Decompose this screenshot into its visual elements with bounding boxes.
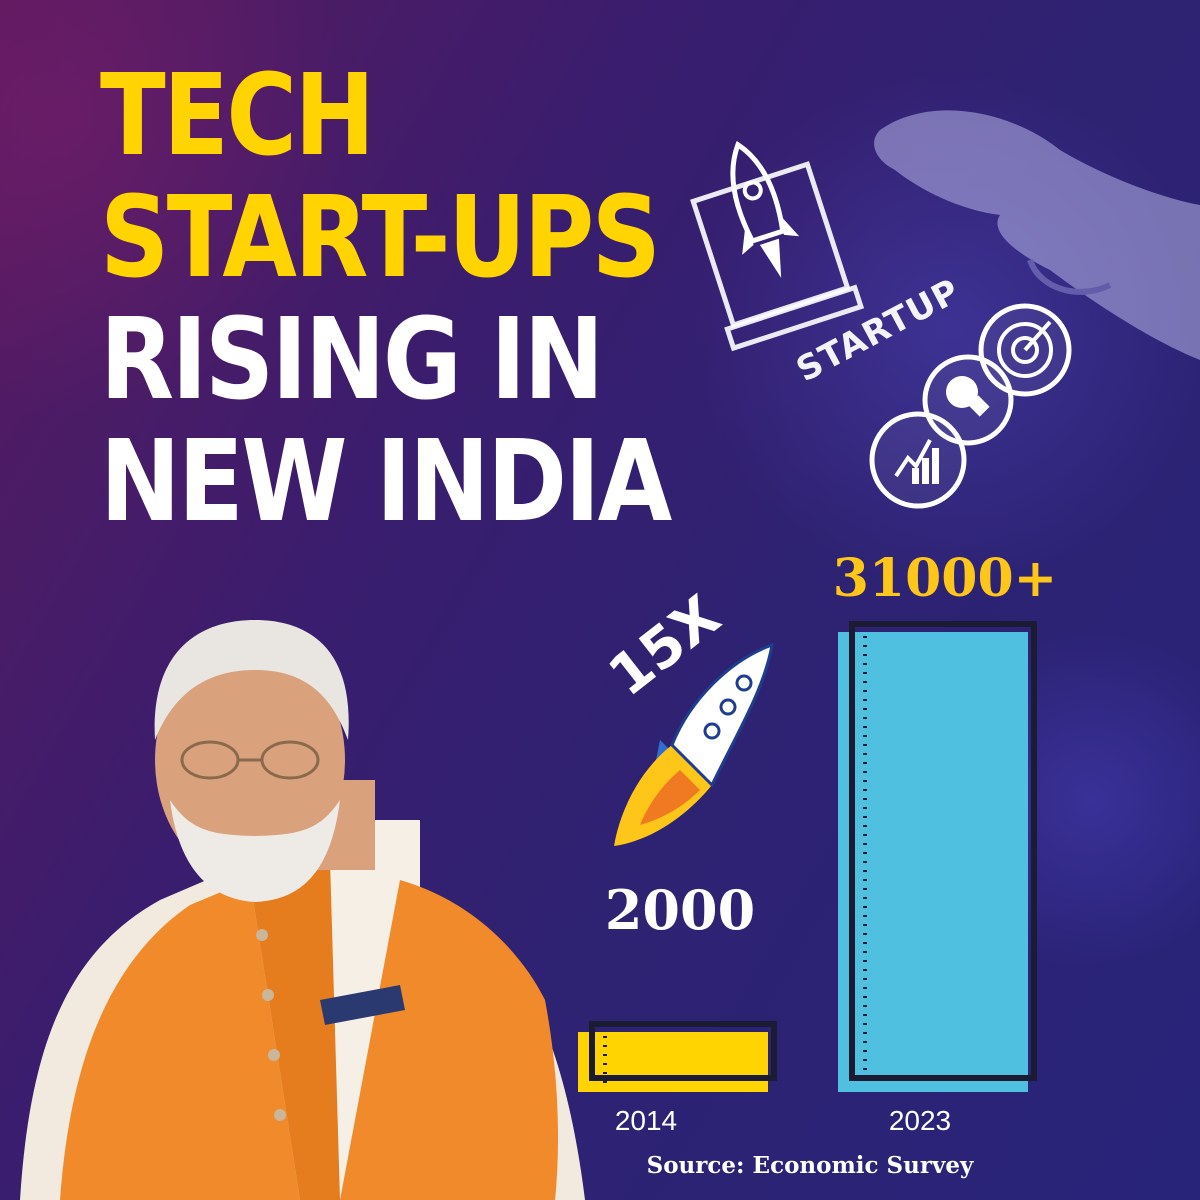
headline-line-1: TECH xyxy=(100,51,375,181)
hand-icon xyxy=(874,110,1200,360)
x-tick-2014: 2014 xyxy=(614,1105,678,1136)
headline-line-2: START-UPS xyxy=(100,173,661,303)
person-photo xyxy=(20,620,585,1200)
x-tick-2023: 2023 xyxy=(888,1105,952,1136)
source-note: Source: Economic Survey xyxy=(646,1152,974,1179)
data-label-2023: 31000+ xyxy=(832,548,1058,609)
rocket-icon xyxy=(614,642,774,846)
rocket-laptop-icon xyxy=(690,140,865,352)
data-label-2014: 2000 xyxy=(604,878,756,942)
bar-2023 xyxy=(838,632,1028,1092)
growth-chart-icon xyxy=(869,411,967,509)
headline: TECH START-UPS RISING IN NEW INDIA xyxy=(100,51,672,547)
headline-line-3: RISING IN xyxy=(100,295,604,425)
bar-2014-outline xyxy=(589,1021,777,1081)
chart-bars xyxy=(578,621,1037,1092)
bar-2023-outline xyxy=(849,621,1037,1081)
bar-2014 xyxy=(578,1032,768,1092)
headline-line-4: NEW INDIA xyxy=(100,417,672,547)
